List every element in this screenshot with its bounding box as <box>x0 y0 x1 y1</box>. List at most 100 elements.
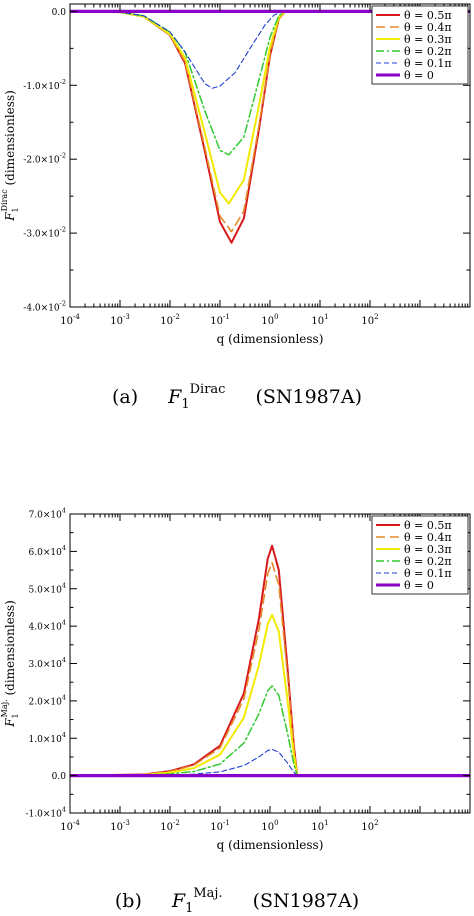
y-tick-exp: -2 <box>60 300 66 308</box>
legend-box <box>371 515 469 595</box>
x-tick-label: 10-4 <box>60 313 80 327</box>
caption-b-symbol: F1Maj. <box>171 886 223 916</box>
y-tick-label: -4.0×10-2 <box>23 300 66 314</box>
legend-label-3: θ = 0.2π <box>404 555 452 568</box>
legend-label-0: θ = 0.5π <box>404 9 452 22</box>
x-tick-exp: 0 <box>274 819 278 827</box>
caption-a: (a) F1Dirac (SN1987A) <box>0 382 474 412</box>
y-tick-mantissa: 7.0×10 <box>29 511 63 521</box>
y-tick-exp: 4 <box>62 731 66 739</box>
x-tick-exp: 2 <box>374 819 378 827</box>
x-tick-base: 10 <box>110 822 123 833</box>
y-tick-label: -3.0×10-2 <box>23 226 66 240</box>
x-axis-label: q (dimensionless) <box>217 332 324 346</box>
caption-a-symbol-letter: F <box>168 386 182 408</box>
x-tick-label: 10-3 <box>110 313 130 327</box>
y-tick-label: 3.0×104 <box>29 656 66 670</box>
y-label-sup: Dirac <box>0 189 9 212</box>
legend: θ = 0.5πθ = 0.4πθ = 0.3πθ = 0.2πθ = 0.1π… <box>371 5 469 85</box>
x-tick-label: 10-3 <box>110 819 130 833</box>
x-tick-label: 10-1 <box>210 819 230 833</box>
x-tick-exp: 1 <box>324 819 328 827</box>
x-tick-label: 10-2 <box>160 313 180 327</box>
y-tick-mantissa: 4.0×10 <box>29 623 63 633</box>
y-tick-mantissa: 2.0×10 <box>29 697 63 707</box>
y-tick-label: -1.0×104 <box>26 806 67 820</box>
x-tick-base: 10 <box>110 316 123 327</box>
x-tick-label: 100 <box>261 819 278 833</box>
x-tick-label: 10-4 <box>60 819 80 833</box>
legend-label-5: θ = 0 <box>404 69 434 82</box>
x-tick-base: 10 <box>160 316 173 327</box>
y-tick-label: -1.0×10-2 <box>23 78 66 92</box>
y-tick-mantissa: 3.0×10 <box>29 660 63 670</box>
y-tick-exp: 4 <box>62 581 66 589</box>
x-tick-base: 10 <box>311 822 324 833</box>
x-tick-label: 102 <box>361 819 378 833</box>
y-tick-mantissa: 0.0 <box>52 772 67 782</box>
y-tick-label: 6.0×104 <box>29 544 66 558</box>
caption-b: (b) F1Maj. (SN1987A) <box>0 886 474 916</box>
y-tick-label: 4.0×104 <box>29 619 66 633</box>
x-tick-base: 10 <box>60 822 73 833</box>
y-tick-label: 2.0×104 <box>29 693 66 707</box>
x-tick-base: 10 <box>160 822 173 833</box>
series-line-1 <box>70 561 371 777</box>
caption-a-symbol: F1Dirac <box>168 382 225 412</box>
y-tick-exp: 4 <box>62 693 66 701</box>
x-axis-label: q (dimensionless) <box>217 838 324 852</box>
y-tick-exp: 4 <box>62 619 66 627</box>
y-label-rest: (dimensionless) <box>3 600 17 699</box>
x-tick-exp: -4 <box>73 819 80 827</box>
y-tick-mantissa: -4.0×10 <box>23 304 60 314</box>
y-tick-exp: 4 <box>62 806 66 814</box>
y-tick-exp: -2 <box>60 152 66 160</box>
chart-dirac: 10-4 10-3 10-2 10-1 100 101 1020.0-1.0×10-2-2.… <box>0 3 471 346</box>
y-tick-exp: -2 <box>60 226 66 234</box>
x-tick-base: 10 <box>60 316 73 327</box>
x-tick-base: 10 <box>361 316 374 327</box>
legend-label-2: θ = 0.3π <box>404 33 452 46</box>
y-tick-mantissa: 5.0×10 <box>29 585 63 595</box>
series-line-0 <box>70 10 371 244</box>
y-axis-label: F1Maj. (dimensionless) <box>0 600 20 728</box>
x-tick-label: 101 <box>311 819 328 833</box>
caption-b-symbol-sub: 1 <box>185 901 194 916</box>
y-tick-mantissa: 0.0 <box>52 8 67 18</box>
y-tick-label: 0.0 <box>52 772 67 782</box>
x-tick-exp: -2 <box>173 819 180 827</box>
y-tick-mantissa: -1.0×10 <box>23 82 60 92</box>
x-tick-label: 100 <box>261 313 278 327</box>
y-tick-label: 7.0×104 <box>29 507 66 521</box>
x-tick-base: 10 <box>361 822 374 833</box>
caption-b-symbol-letter: F <box>171 890 186 912</box>
legend-label-5: θ = 0 <box>404 579 434 592</box>
x-tick-exp: 0 <box>274 313 278 321</box>
caption-a-symbol-sub: 1 <box>181 397 190 412</box>
legend: θ = 0.5πθ = 0.4πθ = 0.3πθ = 0.2πθ = 0.1π… <box>371 515 469 595</box>
series-line-0 <box>70 544 371 777</box>
x-tick-exp: -3 <box>123 819 130 827</box>
legend-label-4: θ = 0.1π <box>404 567 452 580</box>
y-label-main: F <box>3 212 17 222</box>
y-label-sup: Maj. <box>0 699 9 717</box>
x-tick-exp: 2 <box>374 313 378 321</box>
x-tick-exp: -1 <box>223 819 230 827</box>
series-line-3 <box>70 10 371 156</box>
y-tick-label: 5.0×104 <box>29 581 66 595</box>
y-tick-exp: 4 <box>62 507 66 515</box>
y-tick-label: 1.0×104 <box>29 731 66 745</box>
x-tick-base: 10 <box>311 316 324 327</box>
y-tick-mantissa: -3.0×10 <box>23 230 60 240</box>
x-tick-exp: -1 <box>223 313 230 321</box>
series-line-2 <box>70 10 371 205</box>
legend-box <box>371 5 469 85</box>
legend-label-2: θ = 0.3π <box>404 543 452 556</box>
legend-label-0: θ = 0.5π <box>404 519 452 532</box>
x-tick-base: 10 <box>210 822 223 833</box>
x-tick-exp: -4 <box>73 313 80 321</box>
caption-b-symbol-sup: Maj. <box>193 886 223 901</box>
x-tick-label: 10-2 <box>160 819 180 833</box>
y-tick-label: -2.0×10-2 <box>23 152 66 166</box>
x-tick-exp: -3 <box>123 313 130 321</box>
